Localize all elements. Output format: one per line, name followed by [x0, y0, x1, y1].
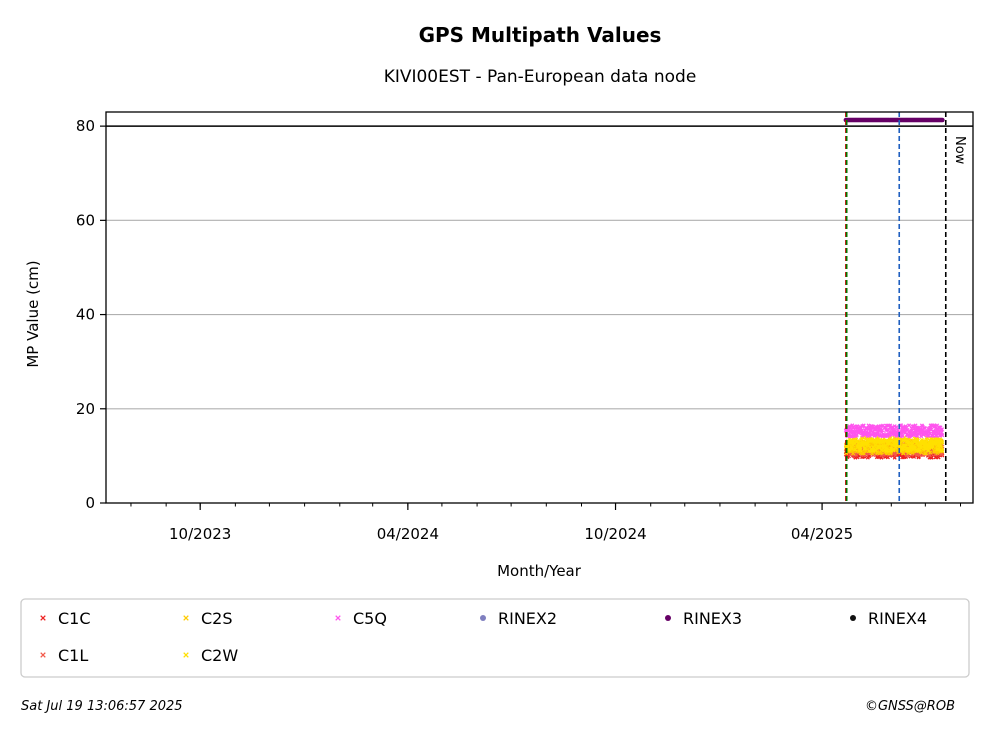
- data-point-c1c: [892, 455, 897, 460]
- legend-marker: [183, 615, 189, 621]
- chart-subtitle: KIVI00EST - Pan-European data node: [384, 67, 697, 87]
- data-point-c2w: [935, 447, 940, 452]
- legend-item-rinex3: RINEX3: [665, 609, 742, 628]
- legend-marker: [850, 615, 856, 621]
- data-point-c2w: [880, 440, 886, 445]
- legend-marker: [183, 652, 189, 658]
- chart-title: GPS Multipath Values: [419, 23, 662, 47]
- data-point-c2w: [849, 446, 855, 451]
- data-point-c2s: [851, 451, 856, 456]
- data-point-c5q: [932, 424, 937, 429]
- legend-marker: [480, 615, 486, 621]
- legend-item-c1l: C1L: [40, 646, 88, 665]
- x-tick-label: 04/2025: [791, 525, 853, 543]
- data-point-c2w: [939, 448, 945, 453]
- vertical-lines: Now: [845, 112, 967, 503]
- data-point-c5q: [867, 433, 872, 438]
- data-point-c5q: [907, 423, 912, 428]
- data-point-c2w: [858, 448, 863, 453]
- data-point-c5q: [894, 425, 899, 430]
- legend-item-rinex4: RINEX4: [850, 609, 927, 628]
- y-tick-label: 40: [76, 306, 95, 324]
- legend-label: C1L: [58, 646, 88, 665]
- y-tick-label: 0: [85, 494, 95, 512]
- data-point-c2w: [893, 445, 898, 450]
- legend-label: RINEX3: [683, 609, 742, 628]
- legend-marker: [335, 615, 341, 621]
- data-point-rinex3: [940, 117, 945, 123]
- data-point-c2s: [924, 451, 929, 456]
- data-point-c2w: [938, 437, 943, 442]
- data-point-c5q: [854, 429, 859, 434]
- y-axis-label: MP Value (cm): [24, 260, 42, 367]
- axis-layer: 0 20 40 60 80 10/2023 04/2024 10/2024 04/2025: [76, 117, 962, 543]
- data-layer: [843, 117, 945, 460]
- data-point-c5q: [915, 433, 920, 439]
- legend-label: C5Q: [353, 609, 387, 628]
- legend-item-c2s: C2S: [183, 609, 233, 628]
- legend-label: C1C: [58, 609, 91, 628]
- data-point-c2w: [913, 446, 918, 451]
- footer-timestamp: Sat Jul 19 13:06:57 2025: [21, 699, 183, 714]
- legend-box: [20, 598, 970, 678]
- legend-marker: [665, 615, 671, 621]
- legend-label: RINEX2: [498, 609, 557, 628]
- legend-item-rinex2: RINEX2: [480, 609, 557, 628]
- y-tick-label: 80: [76, 117, 95, 135]
- x-axis-label: Month/Year: [497, 562, 582, 580]
- series-rinex3: [843, 117, 945, 123]
- y-tick-label: 20: [76, 400, 95, 418]
- legend-item-c1c: C1C: [40, 609, 91, 628]
- legend-item-c5q: C5Q: [335, 609, 387, 628]
- legend-marker: [40, 652, 46, 658]
- legend: C1C C1L C2S C2W C5Q RINEX2 RINEX3 RINEX4: [40, 609, 927, 665]
- data-point-c2w: [905, 441, 910, 446]
- data-point-c2w: [930, 445, 935, 450]
- y-tick-label: 60: [76, 211, 95, 229]
- legend-label: C2W: [201, 646, 238, 665]
- data-point-c2w: [886, 441, 892, 446]
- footer-credit: ©GNSS@ROB: [865, 699, 955, 714]
- data-point-c2w: [847, 447, 852, 452]
- x-tick-label: 10/2023: [169, 525, 231, 543]
- data-point-c2w: [919, 446, 924, 451]
- data-point-c5q: [940, 433, 945, 438]
- series-c5q: [843, 423, 945, 439]
- data-point-c2w: [866, 449, 872, 454]
- legend-label: RINEX4: [868, 609, 927, 628]
- legend-marker: [40, 615, 46, 621]
- data-point-c2w: [940, 440, 945, 445]
- x-tick-label: 04/2024: [377, 525, 439, 543]
- legend-item-c2w: C2W: [183, 646, 238, 665]
- data-point-c2w: [858, 445, 863, 450]
- x-tick-label: 10/2024: [584, 525, 646, 543]
- now-label: Now: [952, 136, 967, 165]
- grid-layer: [106, 125, 973, 410]
- plot-frame: [105, 111, 974, 504]
- series-c2w: [843, 435, 945, 454]
- data-point-c2s: [900, 440, 905, 445]
- data-point-c5q: [939, 427, 945, 432]
- data-point-c2w: [933, 440, 938, 445]
- data-point-c5q: [899, 423, 904, 428]
- data-point-c5q: [922, 426, 928, 431]
- data-point-c5q: [939, 430, 944, 435]
- legend-label: C2S: [201, 609, 233, 628]
- data-point-c5q: [900, 433, 905, 439]
- data-point-c2w: [863, 445, 868, 451]
- data-point-c2w: [938, 444, 943, 449]
